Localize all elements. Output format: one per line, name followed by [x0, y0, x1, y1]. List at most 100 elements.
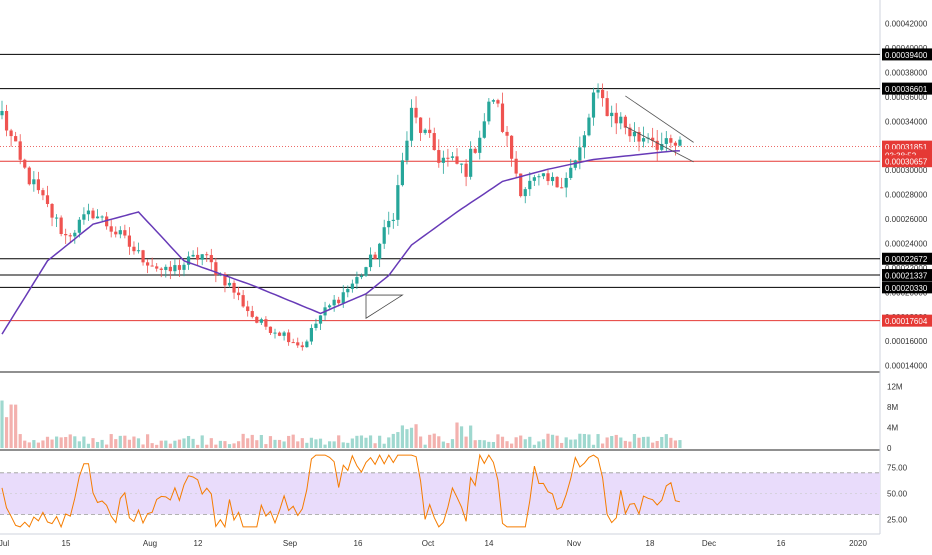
volume-bar: [491, 442, 495, 448]
volume-bar: [296, 441, 300, 448]
volume-bar: [669, 437, 673, 448]
candle-body: [150, 265, 154, 267]
time-tick-label: 12: [194, 539, 203, 548]
volume-bar: [18, 434, 22, 448]
candle-body: [487, 101, 491, 122]
volume-bar: [323, 444, 327, 448]
volume-bar: [191, 438, 195, 448]
volume-bar: [664, 434, 668, 448]
candle-body: [73, 232, 77, 237]
candle-body: [45, 195, 50, 204]
volume-bar: [214, 444, 218, 448]
volume-bar: [45, 436, 50, 448]
time-tick-label: 15: [62, 539, 71, 548]
volume-bar: [391, 433, 395, 448]
candle-body: [496, 100, 500, 104]
volume-bar: [582, 433, 586, 448]
candle-body: [469, 148, 473, 177]
volume-bar: [209, 438, 213, 448]
candle-body: [432, 133, 436, 151]
volume-bar: [27, 442, 31, 448]
candle-body: [127, 235, 131, 247]
candle-body: [582, 135, 586, 148]
candle-body: [282, 332, 286, 336]
triangle-pattern: [365, 294, 404, 319]
volume-bar: [505, 441, 509, 448]
rsi-line: [1, 453, 681, 529]
rsi-tick-label: 50.00: [887, 490, 908, 499]
volume-bar: [364, 437, 368, 448]
candle-body: [673, 142, 677, 146]
volume-bar: [255, 440, 259, 448]
volume-bar: [105, 444, 109, 448]
volume-bar: [651, 442, 655, 448]
level-label: 0.00036601: [885, 85, 928, 94]
candle-body: [223, 273, 227, 286]
volume-tick-label: 0: [887, 444, 892, 453]
candle-body: [59, 217, 63, 235]
volume-bar: [159, 440, 163, 448]
candle-body: [555, 176, 559, 188]
candle-body: [414, 107, 418, 118]
candle-body: [55, 217, 59, 219]
level-label-box: [882, 252, 932, 265]
candle-body: [237, 292, 241, 296]
volume-bar: [359, 435, 364, 448]
candle-body: [660, 143, 664, 150]
volume-bar: [332, 441, 336, 448]
time-tick-label: Nov: [567, 539, 581, 548]
volume-bar: [605, 437, 609, 448]
candle-body: [159, 268, 163, 270]
volume-bar: [123, 435, 127, 448]
candle-body: [209, 255, 213, 263]
candle-body: [409, 107, 414, 141]
candle-body: [664, 138, 668, 144]
volume-bar: [473, 440, 477, 448]
candle-body: [18, 141, 22, 160]
volume-bar: [223, 441, 227, 448]
price-tick-label: 0.00036000: [885, 93, 928, 102]
price-tick-label: 0.00022000: [885, 264, 928, 273]
candle-body: [368, 254, 373, 268]
candle-body: [419, 117, 423, 133]
volume-bar: [532, 444, 536, 448]
price-tick-label: 0.00014000: [885, 362, 928, 371]
candle-body: [482, 121, 486, 138]
candle-body: [446, 157, 450, 159]
candle-body: [100, 216, 104, 218]
candle-body: [623, 116, 627, 128]
candle-body: [478, 137, 482, 153]
volume-bar: [560, 442, 564, 448]
candle-body: [423, 129, 427, 133]
candle-body: [400, 160, 404, 186]
volume-bar: [273, 439, 277, 448]
volume-bar: [423, 444, 427, 448]
volume-bar: [68, 434, 72, 448]
candle-body: [118, 230, 122, 235]
candle-body: [560, 187, 564, 189]
level-label: 0.00022672: [885, 255, 928, 264]
candle-body: [655, 140, 659, 150]
volume-bar: [268, 436, 273, 448]
volume-bar: [487, 441, 491, 448]
candle-body: [305, 341, 309, 348]
time-tick-label: 18: [646, 539, 655, 548]
volume-bar: [428, 434, 432, 448]
candle-body: [77, 219, 81, 233]
volume-bar: [419, 436, 423, 448]
volume-bar: [237, 441, 241, 448]
volume-bar: [141, 444, 145, 448]
volume-bar: [250, 434, 254, 448]
volume-bar: [109, 434, 113, 448]
volume-bar: [127, 439, 131, 448]
volume-bar: [646, 436, 650, 448]
price-tick-label: 0.00024000: [885, 240, 928, 249]
candle-body: [546, 173, 550, 182]
candle-body: [155, 266, 159, 269]
candle-body: [146, 262, 150, 266]
volume-bar: [464, 436, 468, 448]
candle-body: [387, 220, 391, 228]
candle-body: [241, 295, 245, 307]
candle-body: [641, 138, 646, 142]
